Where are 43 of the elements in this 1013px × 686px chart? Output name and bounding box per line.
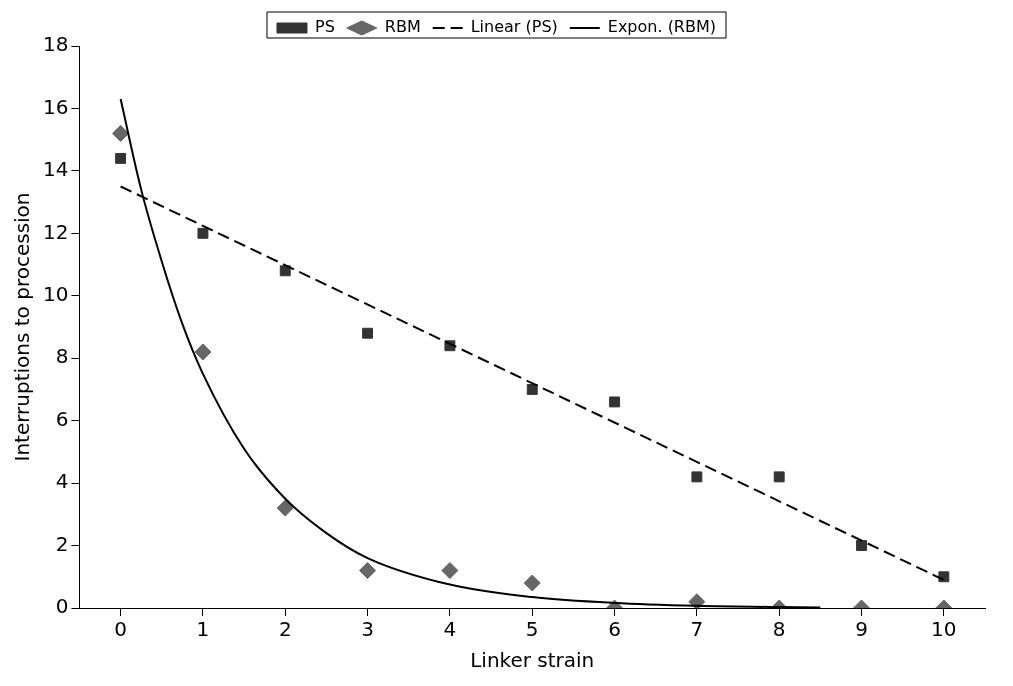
x-tick-label: 8 (772, 617, 786, 642)
point (362, 327, 374, 339)
point (359, 562, 377, 580)
y-tick-label: 10 (43, 281, 69, 306)
legend-label: Linear (PS) (470, 17, 558, 37)
point (856, 540, 867, 552)
point (523, 574, 541, 592)
y-tick-label: 8 (55, 344, 69, 369)
x-tick-label: 6 (608, 617, 621, 642)
y-tick-label: 2 (55, 531, 69, 556)
point (112, 124, 130, 142)
point (194, 343, 212, 361)
legend-label: Expon. (RBM) (607, 17, 717, 37)
y-tick-label: 18 (43, 32, 69, 57)
point (938, 571, 950, 583)
point (609, 396, 620, 408)
point (279, 265, 291, 277)
y-tick-label: 16 (43, 94, 69, 119)
point (691, 471, 703, 483)
point (115, 152, 127, 164)
y-tick-label: 12 (43, 219, 69, 244)
y-axis-title: Interruptions to procession (10, 192, 35, 462)
x-tick-label: 7 (690, 617, 704, 642)
y-tick-label: 0 (55, 594, 69, 619)
x-tick-label: 3 (361, 617, 374, 642)
point (197, 227, 209, 239)
x-tick-label: 10 (931, 617, 957, 642)
y-tick-label: 4 (55, 469, 69, 494)
x-tick-label: 0 (114, 617, 127, 642)
x-tick-label: 9 (855, 617, 868, 642)
point (441, 562, 459, 580)
legend-label: RBM (384, 17, 421, 37)
point (276, 499, 294, 517)
x-tick-label: 5 (525, 617, 539, 642)
legend-label: PS (314, 17, 335, 37)
point (526, 384, 538, 395)
x-tick-label: 4 (443, 617, 457, 642)
y-tick-label: 6 (55, 406, 69, 431)
x-tick-label: 2 (278, 617, 292, 642)
point (773, 471, 785, 483)
x-tick-label: 1 (196, 617, 210, 642)
y-tick-label: 14 (43, 157, 69, 182)
x-axis-title: Linker strain (470, 648, 595, 673)
